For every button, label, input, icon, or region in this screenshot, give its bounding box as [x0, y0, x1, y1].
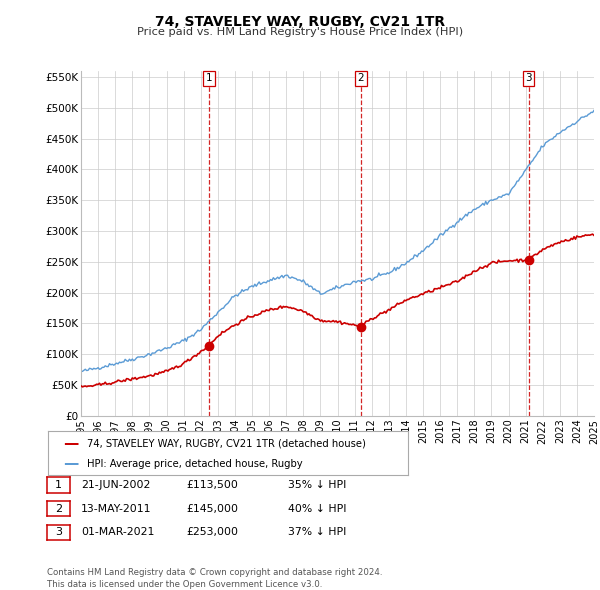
Text: 74, STAVELEY WAY, RUGBY, CV21 1TR (detached house): 74, STAVELEY WAY, RUGBY, CV21 1TR (detac…	[87, 438, 366, 448]
Text: 2: 2	[55, 504, 62, 513]
Text: Contains HM Land Registry data © Crown copyright and database right 2024.
This d: Contains HM Land Registry data © Crown c…	[47, 568, 382, 589]
Text: 13-MAY-2011: 13-MAY-2011	[81, 504, 151, 513]
Text: —: —	[63, 457, 79, 471]
Text: 1: 1	[55, 480, 62, 490]
Text: £113,500: £113,500	[186, 480, 238, 490]
Text: 3: 3	[525, 73, 532, 83]
Text: 21-JUN-2002: 21-JUN-2002	[81, 480, 151, 490]
Text: £253,000: £253,000	[186, 527, 238, 537]
Text: HPI: Average price, detached house, Rugby: HPI: Average price, detached house, Rugb…	[87, 459, 302, 469]
Text: Price paid vs. HM Land Registry's House Price Index (HPI): Price paid vs. HM Land Registry's House …	[137, 27, 463, 37]
Text: 74, STAVELEY WAY, RUGBY, CV21 1TR: 74, STAVELEY WAY, RUGBY, CV21 1TR	[155, 15, 445, 29]
Text: 01-MAR-2021: 01-MAR-2021	[81, 527, 154, 537]
Text: 35% ↓ HPI: 35% ↓ HPI	[288, 480, 346, 490]
Text: 2: 2	[358, 73, 364, 83]
Text: —: —	[63, 435, 79, 451]
Text: 40% ↓ HPI: 40% ↓ HPI	[288, 504, 347, 513]
Text: £145,000: £145,000	[186, 504, 238, 513]
Text: 1: 1	[205, 73, 212, 83]
Text: 37% ↓ HPI: 37% ↓ HPI	[288, 527, 346, 537]
Text: 3: 3	[55, 527, 62, 537]
